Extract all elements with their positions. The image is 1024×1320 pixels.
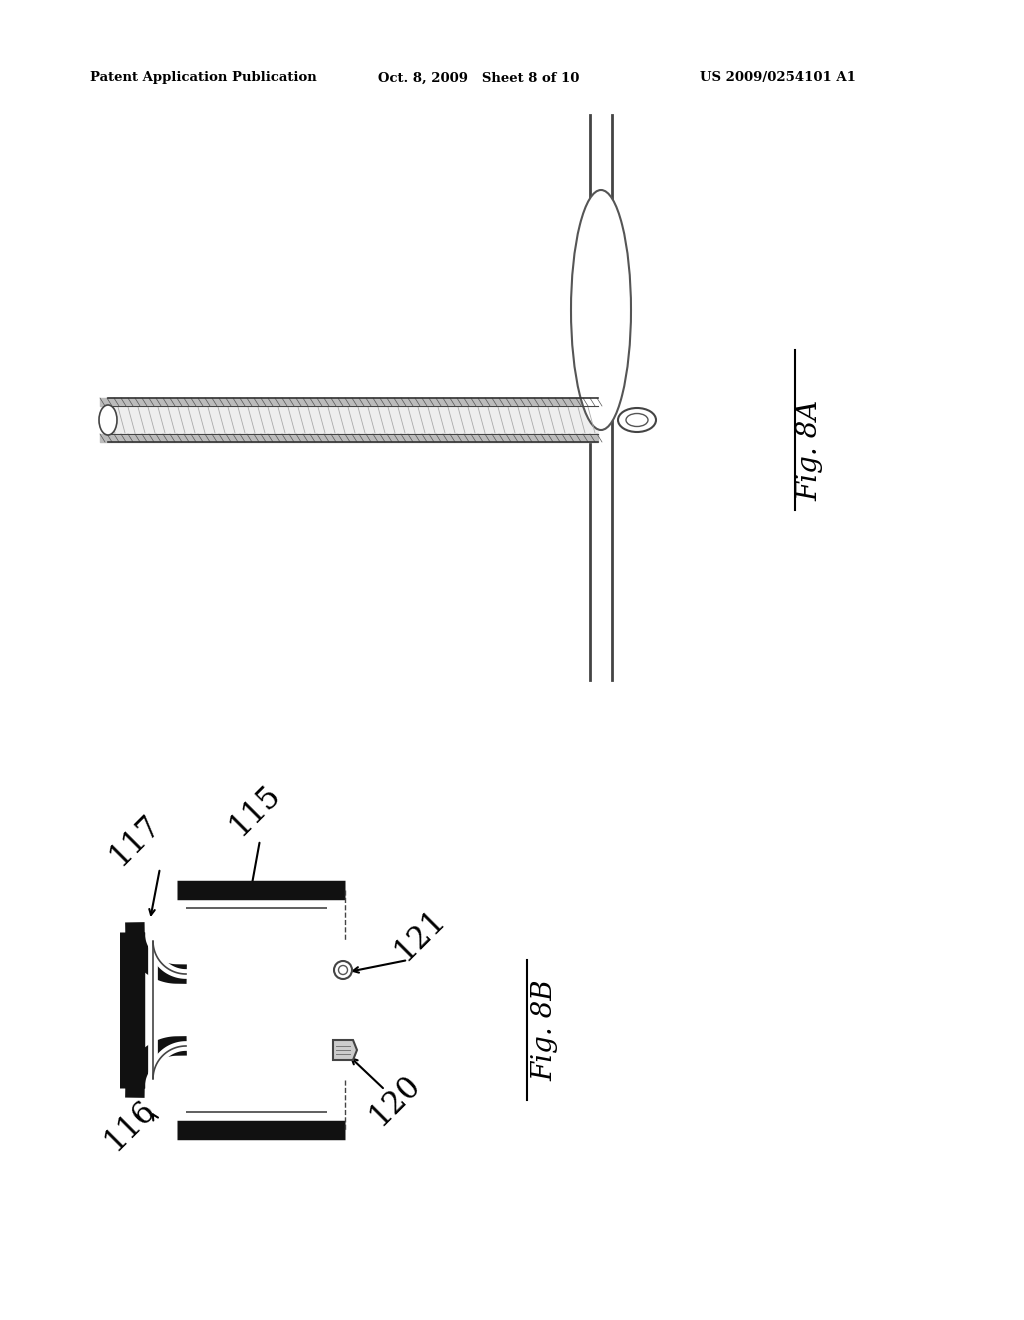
Ellipse shape — [618, 408, 656, 432]
Text: Fig. 8B: Fig. 8B — [531, 979, 558, 1081]
Ellipse shape — [99, 405, 117, 436]
Text: 120: 120 — [364, 1068, 427, 1131]
Text: 117: 117 — [103, 808, 167, 871]
Text: 116: 116 — [98, 1093, 162, 1156]
Ellipse shape — [339, 965, 347, 974]
Text: Patent Application Publication: Patent Application Publication — [90, 71, 316, 84]
Polygon shape — [333, 1040, 357, 1060]
Text: Oct. 8, 2009   Sheet 8 of 10: Oct. 8, 2009 Sheet 8 of 10 — [378, 71, 580, 84]
Ellipse shape — [571, 190, 631, 430]
Text: US 2009/0254101 A1: US 2009/0254101 A1 — [700, 71, 856, 84]
Ellipse shape — [334, 961, 352, 979]
Ellipse shape — [626, 413, 648, 426]
Text: 115: 115 — [223, 779, 287, 842]
Text: 121: 121 — [388, 903, 452, 966]
Text: Fig. 8A: Fig. 8A — [797, 400, 823, 500]
